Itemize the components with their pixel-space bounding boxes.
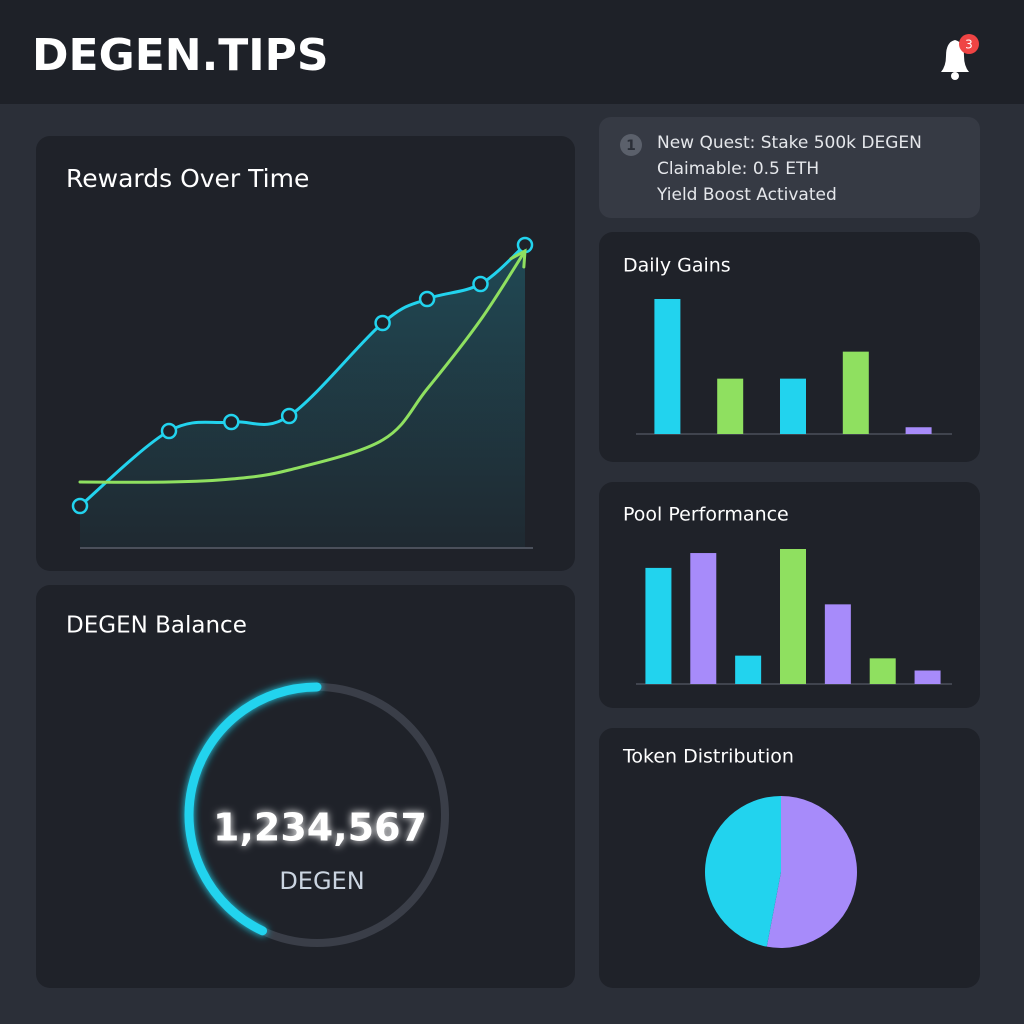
bar	[842, 351, 869, 434]
bar	[780, 378, 806, 434]
bar	[654, 299, 681, 434]
point	[374, 314, 391, 332]
bar	[905, 427, 932, 434]
balance-unit: DEGEN	[279, 867, 364, 895]
badge	[959, 34, 979, 54]
panel	[599, 232, 980, 462]
panel-title: Token Distribution	[622, 746, 794, 768]
panel-title: Rewards Over Time	[66, 164, 309, 193]
notice-line: Yield Boost Activated	[656, 185, 837, 205]
bar	[645, 567, 672, 684]
balance-amount: 1,234,567	[213, 806, 427, 850]
panel-title: Daily Gains	[623, 255, 731, 277]
header-bar	[0, 0, 1024, 104]
notice-line: Claimable: 0.5 ETH	[657, 159, 819, 179]
point	[418, 290, 436, 308]
bell-clapper	[951, 72, 959, 80]
point	[71, 497, 89, 515]
panel-title: Pool Performance	[623, 504, 789, 526]
badge-count: 3	[965, 38, 973, 52]
app-title: DEGEN.TIPS	[32, 30, 329, 81]
ring-progress	[184, 682, 322, 936]
line	[78, 249, 527, 484]
notification-bell[interactable]: 3	[941, 34, 979, 80]
point	[223, 413, 240, 431]
bar	[824, 604, 851, 684]
bar	[717, 378, 744, 434]
bar	[869, 658, 896, 684]
pie-slice	[766, 796, 857, 948]
arrow-head	[509, 248, 527, 269]
notice-icon	[620, 134, 642, 156]
notice-icon-label: 1	[626, 138, 636, 154]
bar	[780, 549, 806, 684]
panel-title: DEGEN Balance	[66, 613, 247, 639]
pie-slice	[704, 796, 781, 947]
bar	[690, 553, 717, 684]
point	[280, 407, 298, 425]
bar	[735, 655, 762, 684]
notice-panel	[599, 117, 980, 218]
notice-line: New Quest: Stake 500k DEGEN	[657, 133, 922, 153]
point	[160, 422, 178, 440]
area	[80, 245, 525, 548]
point	[472, 275, 489, 293]
bar	[914, 670, 941, 684]
panel	[36, 585, 575, 988]
